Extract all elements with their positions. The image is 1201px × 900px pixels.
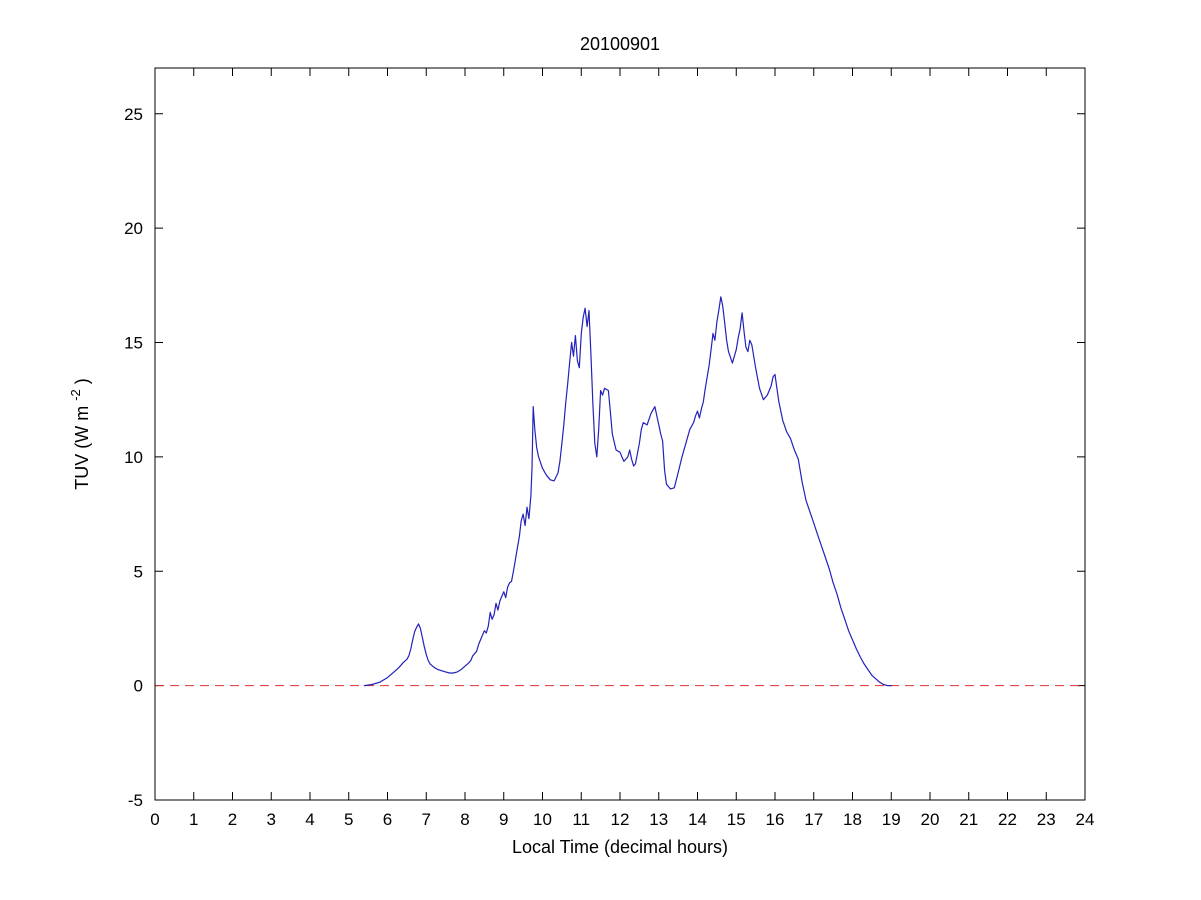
data-line-tuv	[363, 296, 892, 687]
axes-box	[154, 67, 1086, 801]
plot-background	[155, 68, 1085, 800]
y-axis-label-superscript: -2	[68, 389, 83, 401]
x-tick-label: 10	[533, 810, 552, 829]
x-tick-label: 9	[499, 810, 508, 829]
x-tick-label: 21	[959, 810, 978, 829]
y-tick-label: 25	[124, 105, 143, 124]
x-tick-label: 17	[804, 810, 823, 829]
x-tick-label: 24	[1076, 810, 1095, 829]
y-axis-label-prefix: TUV (W m	[72, 406, 92, 490]
x-tick-label: 12	[611, 810, 630, 829]
y-axis-label-suffix: )	[72, 378, 92, 384]
x-tick-label: 14	[688, 810, 707, 829]
x-tick-label: 19	[882, 810, 901, 829]
plot-contents: 0 1 2 3 4 5 6 7 8 9 10 11 12 13 14 15 16 17 18 19 20 21 22 23 24…	[124, 67, 1095, 829]
x-tick-label: 18	[843, 810, 862, 829]
chart-title: 20100901	[580, 34, 660, 54]
x-tick-label: 22	[998, 810, 1017, 829]
x-tick-label: 0	[150, 810, 159, 829]
y-tick-label: 15	[124, 334, 143, 353]
x-tick-label: 4	[305, 810, 314, 829]
x-tick-label: 7	[422, 810, 431, 829]
x-tick-label: 20	[921, 810, 940, 829]
y-tick-label: -5	[128, 791, 143, 810]
x-tick-label: 3	[267, 810, 276, 829]
y-tick-label: 10	[124, 448, 143, 467]
y-tick-label: 20	[124, 219, 143, 238]
x-tick-label: 6	[383, 810, 392, 829]
x-tick-label: 16	[766, 810, 785, 829]
x-tick-label: 1	[189, 810, 198, 829]
x-tick-label: 8	[460, 810, 469, 829]
x-axis-label: Local Time (decimal hours)	[512, 837, 728, 857]
y-axis-label: TUV (W m -2 )	[64, 378, 92, 490]
x-tick-label: 23	[1037, 810, 1056, 829]
x-tick-label: 11	[572, 810, 590, 829]
x-tick-label: 2	[228, 810, 237, 829]
x-tick-label: 13	[649, 810, 668, 829]
x-tick-label: 15	[727, 810, 746, 829]
x-tick-label: 5	[344, 810, 353, 829]
y-tick-label: 5	[134, 562, 143, 581]
y-tick-label: 0	[134, 677, 143, 696]
